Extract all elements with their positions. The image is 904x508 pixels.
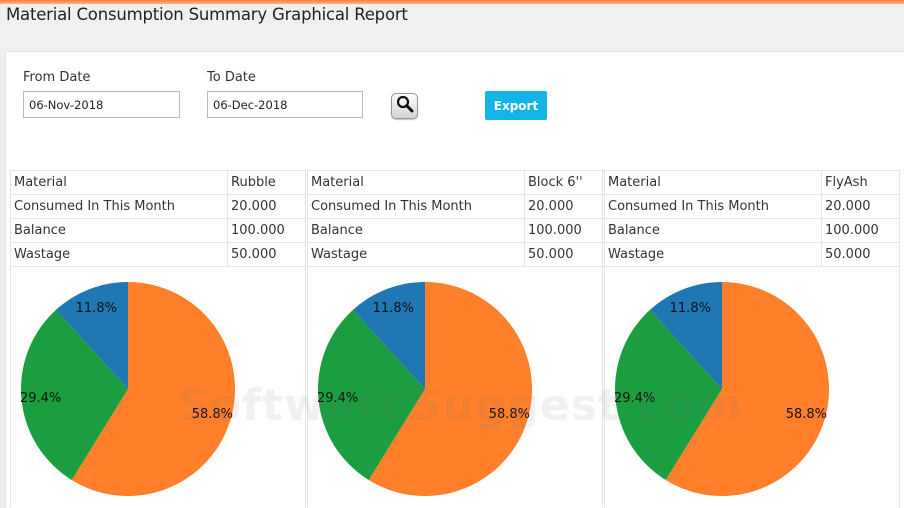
pie-slice-label: 29.4%: [614, 391, 655, 406]
pie-slice-label: 11.8%: [373, 301, 414, 316]
pie-slice-balance: [71, 282, 235, 496]
pie-chart: 58.8% 29.4% 11.8%: [317, 282, 532, 496]
pie-slice-wastage: [21, 309, 129, 480]
magnifier-icon: [396, 95, 414, 117]
table-row: Balance 100.000: [10, 218, 306, 243]
pie-chart: 58.8% 29.4% 11.8%: [20, 282, 235, 496]
row-value: 20.000: [524, 194, 603, 219]
row-label: Balance: [10, 218, 228, 243]
table-row: Material Block 6'': [307, 170, 603, 195]
page-title: Material Consumption Summary Graphical R…: [6, 5, 408, 24]
row-value: 20.000: [227, 194, 306, 219]
pie-slice-label: 58.8%: [786, 407, 827, 422]
material-card: Material Rubble Consumed In This Month 2…: [10, 170, 306, 507]
row-value: 100.000: [524, 218, 603, 243]
table-row: Consumed In This Month 20.000: [604, 194, 900, 219]
pie-chart-area: 58.8% 29.4% 11.8%: [307, 267, 603, 507]
top-accent-bar: [0, 0, 904, 4]
row-label: Material: [10, 170, 228, 195]
pie-slice-label: 58.8%: [489, 407, 530, 422]
row-label: Wastage: [307, 242, 525, 267]
search-button[interactable]: [391, 93, 418, 119]
material-card: Material Block 6'' Consumed In This Mont…: [307, 170, 603, 507]
pie-slice-balance: [368, 282, 532, 496]
table-row: Consumed In This Month 20.000: [10, 194, 306, 219]
row-value: 50.000: [821, 242, 900, 267]
row-label: Wastage: [604, 242, 822, 267]
row-label: Material: [604, 170, 822, 195]
table-row: Consumed In This Month 20.000: [307, 194, 603, 219]
pie-chart-area: 58.8% 29.4% 11.8%: [10, 267, 306, 507]
pie-slice-consumed-in-this-month: [352, 282, 425, 389]
pie-slice-label: 58.8%: [192, 407, 233, 422]
row-value: 20.000: [821, 194, 900, 219]
row-value: 100.000: [821, 218, 900, 243]
from-date-input[interactable]: [23, 91, 180, 118]
row-label: Wastage: [10, 242, 228, 267]
table-row: Material FlyAsh: [604, 170, 900, 195]
row-value: 50.000: [524, 242, 603, 267]
material-card: Material FlyAsh Consumed In This Month 2…: [604, 170, 900, 507]
pie-slice-consumed-in-this-month: [55, 282, 128, 389]
row-label: Balance: [307, 218, 525, 243]
pie-slice-label: 29.4%: [317, 391, 358, 406]
pie-slice-label: 11.8%: [76, 301, 117, 316]
pie-chart-area: 58.8% 29.4% 11.8%: [604, 267, 900, 507]
material-summary-table: Material Rubble Consumed In This Month 2…: [10, 170, 306, 267]
material-summary-table: Material FlyAsh Consumed In This Month 2…: [604, 170, 900, 267]
export-button[interactable]: Export: [485, 91, 547, 120]
material-summary-table: Material Block 6'' Consumed In This Mont…: [307, 170, 603, 267]
table-row: Wastage 50.000: [604, 242, 900, 267]
row-value: Rubble: [227, 170, 306, 195]
row-value: Block 6'': [524, 170, 603, 195]
pie-slice-consumed-in-this-month: [649, 282, 722, 389]
table-row: Material Rubble: [10, 170, 306, 195]
from-date-label: From Date: [23, 70, 91, 85]
table-row: Wastage 50.000: [10, 242, 306, 267]
pie-slice-wastage: [615, 309, 722, 480]
pie-slice-label: 29.4%: [20, 391, 61, 406]
to-date-label: To Date: [207, 70, 256, 85]
pie-slice-label: 11.8%: [670, 301, 711, 316]
row-label: Consumed In This Month: [10, 194, 228, 219]
table-row: Balance 100.000: [604, 218, 900, 243]
pie-slice-wastage: [318, 309, 425, 480]
table-row: Balance 100.000: [307, 218, 603, 243]
row-value: FlyAsh: [821, 170, 900, 195]
row-value: 100.000: [227, 218, 306, 243]
row-label: Consumed In This Month: [604, 194, 822, 219]
table-row: Wastage 50.000: [307, 242, 603, 267]
row-label: Balance: [604, 218, 822, 243]
row-label: Material: [307, 170, 525, 195]
row-value: 50.000: [227, 242, 306, 267]
pie-chart: 58.8% 29.4% 11.8%: [614, 282, 829, 496]
to-date-input[interactable]: [207, 91, 363, 118]
pie-slice-balance: [665, 282, 829, 496]
row-label: Consumed In This Month: [307, 194, 525, 219]
